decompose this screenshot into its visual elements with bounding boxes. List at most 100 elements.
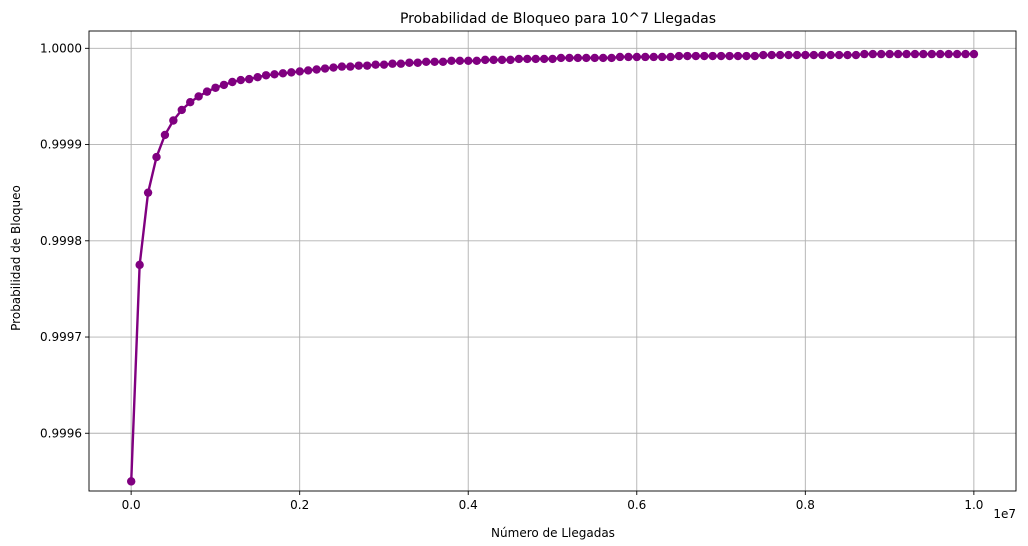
data-point <box>531 54 540 64</box>
data-point <box>211 83 220 92</box>
data-point <box>649 52 658 62</box>
data-point <box>868 49 878 59</box>
x-axis-offset-text: 1e7 <box>993 507 1016 521</box>
data-point <box>371 60 380 69</box>
data-point <box>312 65 321 74</box>
data-point <box>270 70 279 79</box>
data-point <box>556 53 566 63</box>
data-point <box>388 59 397 68</box>
data-point <box>843 50 852 60</box>
data-point <box>430 57 439 66</box>
data-point <box>228 77 237 87</box>
x-tick-label: 0.8 <box>796 498 815 512</box>
data-point <box>910 49 920 59</box>
data-point <box>944 49 953 59</box>
data-point <box>565 53 574 63</box>
axes: 0.0 0.2 0.4 0.6 0.8 1.0 0.9996 0.9997 0.9998 0.99… <box>40 30 1017 512</box>
series-line <box>130 52 974 482</box>
data-point <box>674 51 684 61</box>
data-point <box>489 55 498 65</box>
x-tick-label: 0.6 <box>627 498 646 512</box>
data-point <box>607 53 616 63</box>
data-point <box>523 54 532 64</box>
data-point <box>143 188 153 197</box>
data-point <box>278 69 288 78</box>
data-point <box>346 62 355 71</box>
data-point <box>329 63 338 72</box>
data-point <box>725 51 734 61</box>
data-point <box>245 74 254 84</box>
plot-frame <box>88 30 1017 492</box>
data-points-layer <box>127 49 979 486</box>
x-axis-label: Número de Llegadas <box>491 526 615 540</box>
data-point <box>801 50 810 60</box>
data-point <box>952 49 962 59</box>
data-point <box>885 49 894 59</box>
chart-title: Probabilidad de Bloqueo para 10^7 Llegad… <box>400 11 716 27</box>
data-point <box>893 49 903 59</box>
data-point <box>219 80 229 90</box>
data-point <box>809 50 819 60</box>
data-point <box>582 53 591 63</box>
data-point <box>539 54 549 64</box>
data-point <box>742 51 751 61</box>
data-point <box>152 152 161 162</box>
data-point <box>362 61 372 70</box>
y-tick-label: 0.9997 <box>40 330 82 344</box>
data-point <box>127 477 136 486</box>
data-point <box>860 49 869 59</box>
grid-layer <box>89 31 1016 491</box>
data-point <box>624 52 633 62</box>
y-tick-label: 0.9996 <box>40 426 82 440</box>
data-point <box>455 56 465 66</box>
data-point <box>641 52 650 62</box>
data-point <box>927 49 937 59</box>
data-point <box>716 51 726 61</box>
data-point <box>775 50 785 60</box>
series-line-layer <box>130 52 974 482</box>
data-point <box>826 50 835 60</box>
data-point <box>497 55 507 65</box>
data-point <box>877 49 886 59</box>
data-point <box>177 105 186 115</box>
data-point <box>472 56 481 66</box>
data-point <box>421 57 431 66</box>
data-point <box>506 55 515 65</box>
data-point <box>413 58 422 67</box>
data-point <box>548 54 557 64</box>
data-point <box>447 56 456 66</box>
data-point <box>683 51 692 61</box>
data-point <box>379 60 389 69</box>
data-point <box>405 58 414 67</box>
data-point <box>354 61 363 70</box>
data-point <box>236 75 245 85</box>
data-point <box>666 52 675 62</box>
data-point <box>261 71 271 80</box>
data-point <box>784 50 793 60</box>
data-point <box>590 53 599 63</box>
data-point <box>750 51 760 61</box>
data-point <box>194 92 203 101</box>
data-point <box>295 67 304 76</box>
data-point <box>337 62 347 71</box>
y-tick-label: 1.0000 <box>40 41 82 55</box>
y-axis-label: Probabilidad de Bloqueo <box>9 185 23 331</box>
data-point <box>818 50 827 60</box>
data-point <box>438 57 448 66</box>
data-point <box>969 49 979 59</box>
data-point <box>759 50 768 60</box>
data-point <box>708 51 717 61</box>
data-point <box>767 50 776 60</box>
data-point <box>902 49 911 59</box>
data-point <box>961 49 970 59</box>
x-tick-label: 0.4 <box>459 498 478 512</box>
data-point <box>834 50 844 60</box>
data-point <box>480 55 490 65</box>
data-point <box>202 87 212 96</box>
data-point <box>919 49 928 59</box>
data-point <box>691 51 701 61</box>
data-point <box>514 54 524 64</box>
data-point <box>253 72 262 82</box>
data-point <box>573 53 583 63</box>
